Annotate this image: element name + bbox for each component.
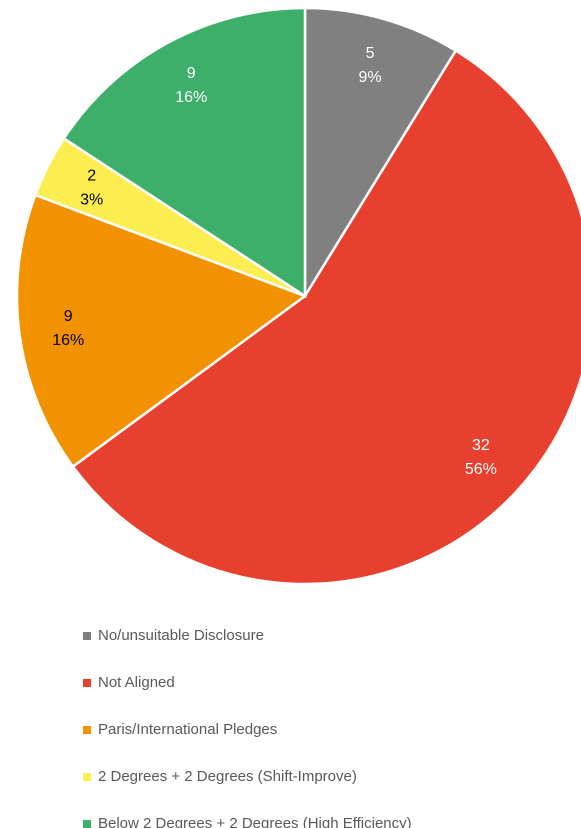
legend-label: Not Aligned (98, 674, 175, 691)
percent-label: 56% (465, 461, 497, 478)
legend-label: 2 Degrees + 2 Degrees (Shift-Improve) (98, 768, 357, 785)
legend-marker (83, 632, 91, 640)
percent-label: 16% (52, 332, 84, 349)
data-label: 9 (187, 65, 196, 82)
legend-marker (83, 726, 91, 734)
data-label: 5 (366, 45, 375, 62)
legend-marker (83, 679, 91, 687)
data-label: 2 (87, 167, 96, 184)
data-label: 9 (64, 308, 73, 325)
pie-slice (303, 6, 458, 301)
percent-label: 9% (358, 69, 381, 86)
legend-label: Paris/International Pledges (98, 721, 277, 738)
percent-label: 16% (175, 89, 207, 106)
legend-marker (83, 773, 91, 781)
legend-label: Below 2 Degrees + 2 Degrees (High Effici… (98, 815, 412, 828)
pie-slice (71, 48, 581, 586)
percent-label: 3% (80, 191, 103, 208)
pie-slice (15, 193, 308, 469)
data-label: 32 (472, 437, 490, 454)
legend-label: No/unsuitable Disclosure (98, 627, 264, 644)
legend-marker (83, 820, 91, 828)
pie-slice (62, 6, 307, 299)
